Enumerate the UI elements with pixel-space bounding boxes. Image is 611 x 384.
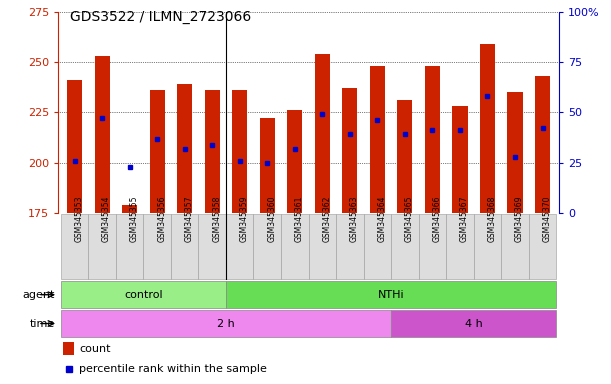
Text: GDS3522 / ILMN_2723066: GDS3522 / ILMN_2723066 [70, 10, 252, 23]
FancyBboxPatch shape [336, 214, 364, 279]
FancyBboxPatch shape [281, 214, 309, 279]
FancyBboxPatch shape [171, 214, 199, 279]
Bar [342, 88, 357, 213]
Text: GSM345363: GSM345363 [350, 195, 359, 242]
Bar [425, 66, 440, 213]
FancyBboxPatch shape [61, 214, 89, 279]
Bar [287, 110, 302, 213]
FancyBboxPatch shape [391, 214, 419, 279]
Text: GSM345360: GSM345360 [267, 195, 276, 242]
FancyBboxPatch shape [364, 214, 391, 279]
FancyBboxPatch shape [89, 214, 116, 279]
FancyBboxPatch shape [529, 214, 556, 279]
Text: GSM345353: GSM345353 [75, 195, 84, 242]
Bar [508, 92, 522, 213]
Text: agent: agent [23, 290, 55, 300]
Bar [63, 342, 74, 355]
FancyBboxPatch shape [226, 214, 254, 279]
Bar [315, 54, 330, 213]
Text: GSM345359: GSM345359 [240, 195, 249, 242]
Text: count: count [79, 344, 111, 354]
FancyBboxPatch shape [474, 214, 501, 279]
Text: 2 h: 2 h [217, 318, 235, 329]
FancyBboxPatch shape [501, 214, 529, 279]
Text: GSM345366: GSM345366 [433, 195, 441, 242]
Text: GSM345365: GSM345365 [405, 195, 414, 242]
Bar [205, 90, 220, 213]
FancyBboxPatch shape [254, 214, 281, 279]
FancyBboxPatch shape [199, 214, 226, 279]
Bar [397, 100, 412, 213]
Bar [370, 66, 385, 213]
Text: control: control [124, 290, 163, 300]
FancyBboxPatch shape [144, 214, 171, 279]
Text: time: time [30, 318, 55, 329]
Text: GSM345355: GSM345355 [130, 195, 139, 242]
Bar [67, 80, 82, 213]
Bar [150, 90, 165, 213]
Bar [232, 90, 247, 213]
FancyBboxPatch shape [116, 214, 144, 279]
FancyBboxPatch shape [226, 281, 556, 308]
Text: GSM345369: GSM345369 [515, 195, 524, 242]
Text: GSM345367: GSM345367 [460, 195, 469, 242]
FancyBboxPatch shape [446, 214, 474, 279]
Bar [95, 56, 109, 213]
FancyBboxPatch shape [419, 214, 446, 279]
Text: GSM345361: GSM345361 [295, 195, 304, 242]
Text: GSM345358: GSM345358 [212, 195, 221, 242]
Bar [452, 106, 467, 213]
Text: GSM345357: GSM345357 [185, 195, 194, 242]
Text: GSM345370: GSM345370 [543, 195, 552, 242]
Text: GSM345354: GSM345354 [102, 195, 111, 242]
FancyBboxPatch shape [391, 310, 556, 337]
Text: GSM345368: GSM345368 [488, 195, 497, 242]
Bar [535, 76, 550, 213]
FancyBboxPatch shape [309, 214, 336, 279]
FancyBboxPatch shape [61, 281, 226, 308]
Bar [122, 205, 137, 213]
Text: GSM345362: GSM345362 [323, 195, 331, 242]
Text: GSM345356: GSM345356 [157, 195, 166, 242]
Text: 4 h: 4 h [465, 318, 483, 329]
Bar [480, 44, 495, 213]
Text: GSM345364: GSM345364 [378, 195, 386, 242]
Bar [177, 84, 192, 213]
Bar [260, 118, 275, 213]
Text: NTHi: NTHi [378, 290, 404, 300]
Text: percentile rank within the sample: percentile rank within the sample [79, 364, 267, 374]
FancyBboxPatch shape [61, 310, 391, 337]
